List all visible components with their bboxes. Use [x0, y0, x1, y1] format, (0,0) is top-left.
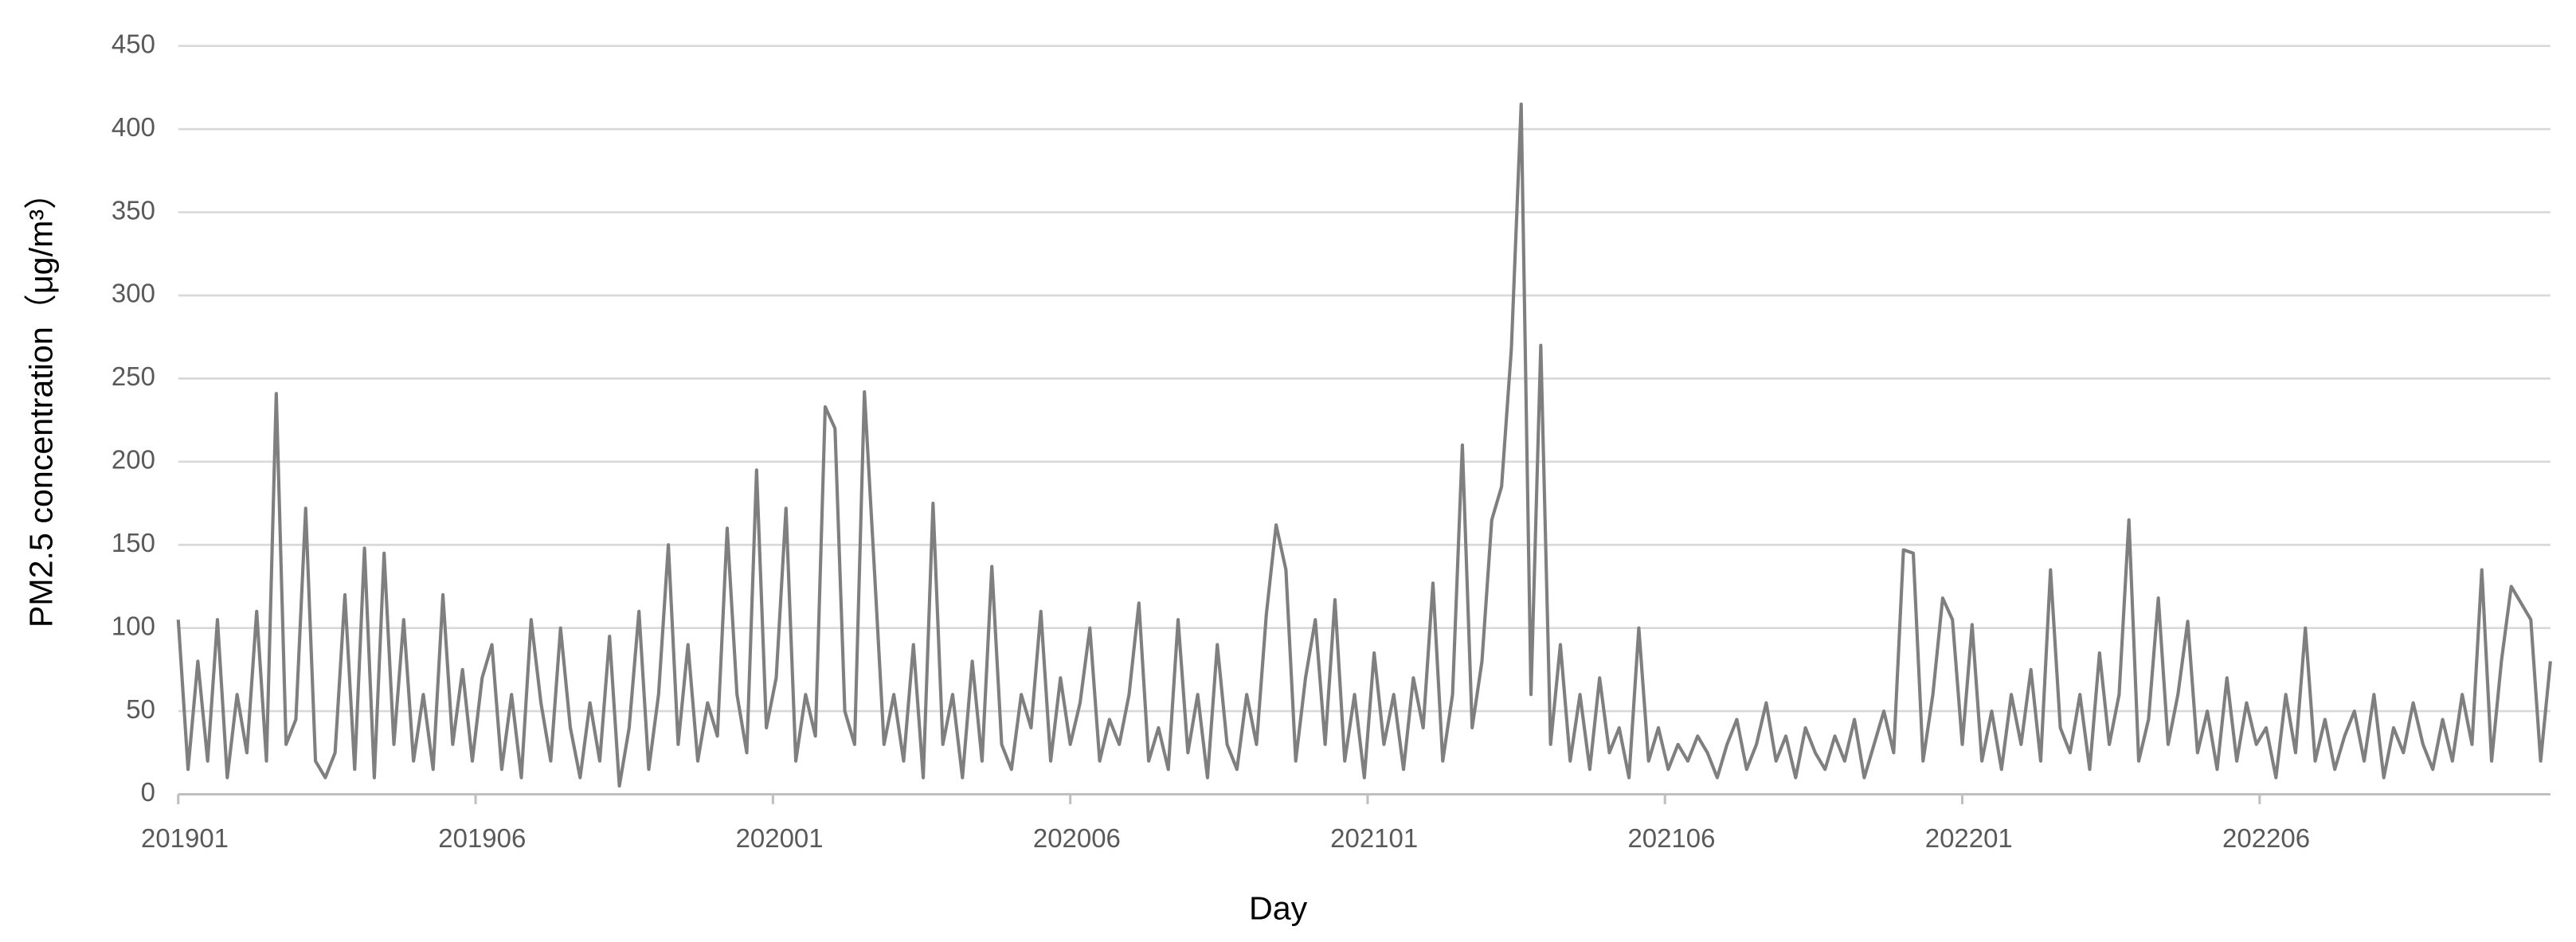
x-tick-label: 202201: [1925, 823, 2013, 853]
y-tick-label: 100: [112, 611, 155, 640]
y-tick-label: 150: [112, 528, 155, 557]
x-tick-label: 202001: [736, 823, 824, 853]
y-tick-label: 0: [141, 777, 155, 807]
x-tick-label: 202206: [2222, 823, 2310, 853]
data-line: [176, 102, 2552, 788]
y-tick-label: 450: [112, 29, 155, 58]
y-tick-label: 300: [112, 279, 155, 308]
y-tick-label: 400: [112, 112, 155, 142]
x-tick-label: 202006: [1033, 823, 1121, 853]
x-tick-label: 202106: [1627, 823, 1715, 853]
y-tick-label: 250: [112, 362, 155, 391]
x-tick-label: 201901: [141, 823, 229, 853]
x-axis-title: Day: [1249, 890, 1308, 927]
y-tick-label: 50: [126, 694, 155, 724]
y-tick-label: 350: [112, 195, 155, 225]
y-tick-label: 200: [112, 445, 155, 475]
x-tick-label: 201906: [438, 823, 526, 853]
x-tick-label: 202101: [1330, 823, 1418, 853]
y-axis-title: PM2.5 concentration（μg/m³）: [23, 177, 60, 627]
